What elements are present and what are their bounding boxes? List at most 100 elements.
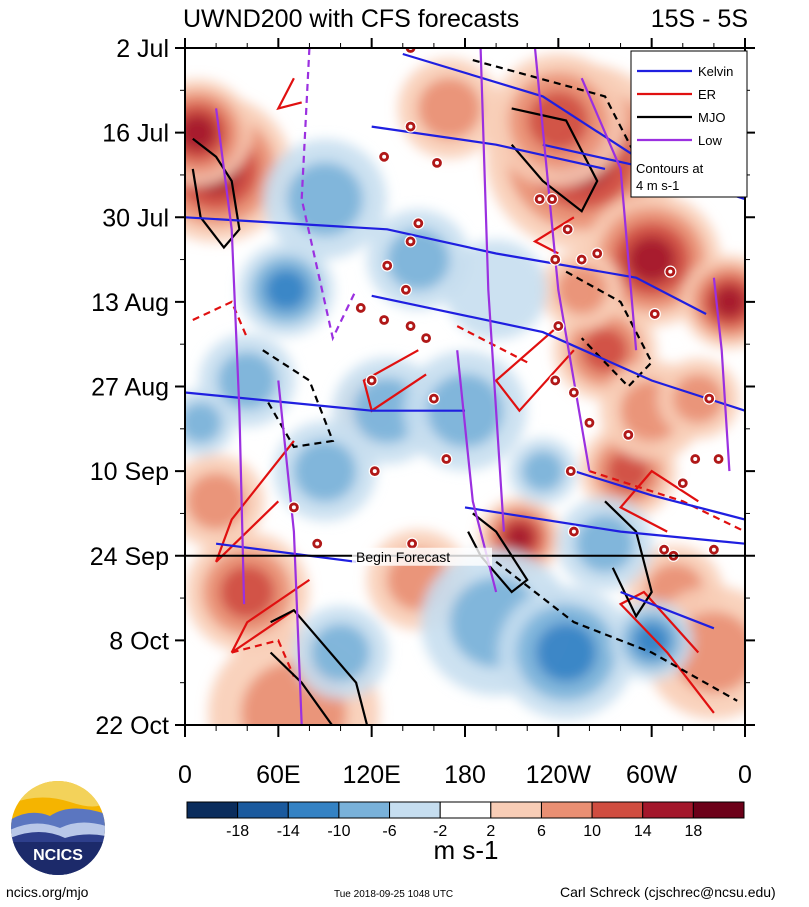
anomaly-blob [607,450,650,492]
colorbar-tick-label: -6 [382,823,396,840]
logo-text: NCICS [33,847,83,864]
y-tick-label: 16 Jul [102,120,169,148]
anomaly-blob [673,374,724,424]
low-contour [215,108,246,605]
storm-marker [399,283,412,296]
anomaly-blob [217,351,277,410]
anomaly-blob [582,328,628,373]
colorbar-swatch [692,801,745,819]
storm-marker [533,193,546,206]
storm-marker [676,477,689,490]
legend: Kelvin ER MJO Low Contours at 4 m s-1 [630,50,748,198]
forecast-label-bg [352,547,492,566]
anomaly-blob [293,440,357,502]
y-tick-label: 10 Sep [90,458,169,486]
storm-marker [427,392,440,405]
anomaly-blob [311,623,371,682]
er-contour [532,216,575,255]
storm-marker [591,247,604,260]
storm-marker [583,416,596,429]
anomaly-blob [417,77,482,140]
er-contour [192,300,249,339]
low-contour [277,380,303,725]
footer-site: ncics.org/mjo [6,884,89,900]
y-tick-label: 27 Aug [91,374,169,402]
colorbar-swatch [186,801,239,819]
anomaly-blob [505,523,534,552]
kelvin-contour [402,52,637,158]
colorbar-swatch [287,801,340,819]
storm-marker [354,301,367,315]
y-tick-label: 30 Jul [102,204,169,232]
kelvin-contour [371,125,606,170]
storm-marker [549,374,562,387]
wave-overlays [185,48,745,725]
y-tick-label: 24 Sep [90,543,169,571]
storm-marker [311,537,324,550]
x-tick-label: 120E [342,761,400,789]
mjo-contour [604,500,653,619]
storm-marker [648,307,661,321]
storm-marker [703,392,716,405]
legend-box [630,50,748,198]
storm-marker [404,120,417,133]
er-contour [362,349,427,413]
colorbar-swatch [338,801,391,819]
storm-marker [561,223,574,236]
storm-marker [378,313,391,327]
kelvin-contour [215,542,357,563]
y-tick-label: 2 Jul [116,35,169,63]
storm-marker [365,374,378,387]
mjo-contour [262,349,335,449]
storm-marker [707,543,720,556]
kelvin-contour [371,294,745,412]
anomaly-field [185,54,745,725]
colorbar-unit: m s-1 [434,835,499,865]
colorbar-swatch [490,801,542,819]
low-contour [300,48,358,342]
storm-marker [549,253,562,266]
anomaly-blob [386,228,450,291]
colorbar-swatch [237,801,289,819]
storm-marker [664,265,677,278]
low-contour [479,48,505,532]
storm-marker [404,235,417,248]
colorbar-swatch [389,801,441,819]
x-tick-label: 180 [444,761,486,789]
chart-region: 15S - 5S [651,5,748,33]
low-contour [712,277,731,472]
er-contour [215,440,295,563]
legend-label: Kelvin [698,64,733,79]
storm-marker [575,253,588,266]
colorbar-swatch [439,801,492,819]
y-tick-label: 22 Oct [95,712,169,740]
anomaly-blob [185,114,217,152]
storm-marker [287,501,300,514]
storm-marker [420,332,433,345]
colorbar-tick-label: -18 [226,823,249,840]
chart-title: UWND200 with CFS forecasts [183,5,519,33]
mjo-contour [269,608,369,725]
er-contour [231,639,295,678]
kelvin-contour [185,391,465,412]
colorbar-tick-label: 2 [486,823,495,840]
low-contour [580,77,638,351]
storm-marker [440,452,453,466]
anomaly-blob [575,515,635,573]
storm-marker [712,452,725,466]
kelvin-contour [185,216,707,315]
storm-marker [430,156,444,169]
legend-items: Kelvin ER MJO Low [637,64,733,148]
mjo-contour [495,560,738,702]
x-axis: 0 60E 120E 180 120W 60W 0 [178,38,752,789]
storm-marker [622,428,635,441]
x-tick-label: 120W [526,761,592,789]
colorbar-tick-label: -14 [277,823,300,840]
y-axis: 2 Jul 16 Jul 30 Jul 13 Aug 27 Aug 10 Sep 24 Se… [90,35,755,740]
footer-timestamp: Tue 2018-09-25 1048 UTC [334,889,454,900]
legend-label: Low [698,133,722,148]
storm-markers [287,48,725,562]
colorbar-tick-label: 18 [684,823,702,840]
y-tick-label: 13 Aug [91,289,169,317]
